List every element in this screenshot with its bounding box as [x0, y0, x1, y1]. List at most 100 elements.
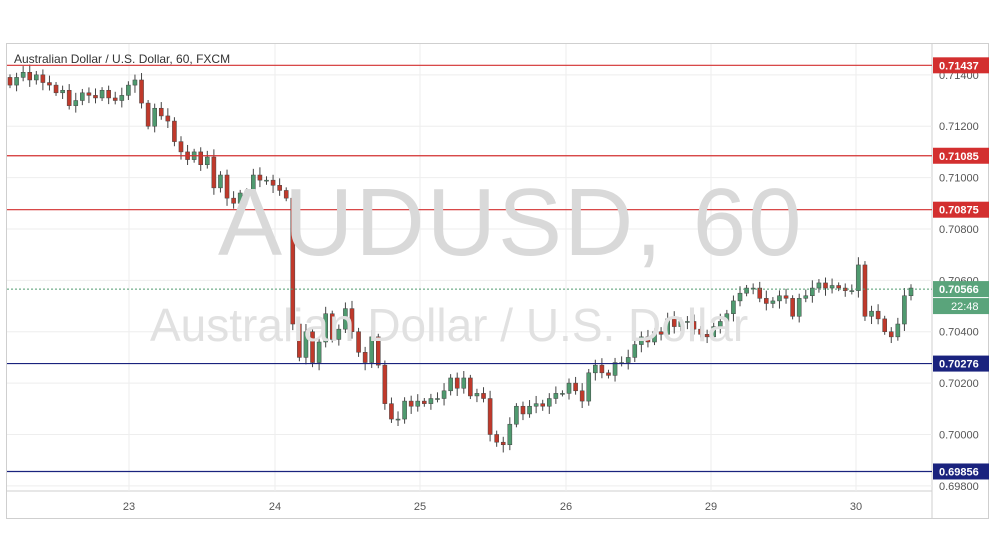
candle-body[interactable]	[376, 336, 381, 366]
candle-body[interactable]	[145, 102, 151, 127]
candle-body[interactable]	[132, 79, 138, 86]
candle-body[interactable]	[869, 310, 874, 317]
candle-body[interactable]	[316, 341, 322, 363]
candle-body[interactable]	[27, 72, 33, 81]
candle-body[interactable]	[856, 264, 861, 291]
candle-body[interactable]	[757, 287, 763, 299]
candle-body[interactable]	[468, 377, 473, 397]
candle-body[interactable]	[198, 151, 204, 165]
candle-body[interactable]	[106, 89, 111, 99]
candle-body[interactable]	[586, 372, 592, 402]
candle-body[interactable]	[20, 72, 26, 78]
candle-body[interactable]	[724, 313, 730, 322]
candle-body[interactable]	[829, 285, 835, 289]
candle-body[interactable]	[73, 100, 79, 106]
candle-body[interactable]	[277, 185, 282, 191]
candle-body[interactable]	[658, 331, 664, 335]
candle-body[interactable]	[264, 179, 269, 182]
candle-body[interactable]	[816, 282, 822, 289]
candle-body[interactable]	[717, 321, 723, 327]
candle-body[interactable]	[652, 331, 657, 343]
candle-body[interactable]	[441, 390, 447, 399]
candle-body[interactable]	[731, 300, 736, 314]
candle-body[interactable]	[665, 318, 670, 335]
candle-body[interactable]	[507, 423, 513, 446]
candle-body[interactable]	[66, 89, 72, 106]
candle-body[interactable]	[112, 97, 118, 101]
candle-body[interactable]	[862, 264, 868, 317]
candle-body[interactable]	[205, 156, 210, 165]
candle-body[interactable]	[336, 328, 342, 340]
candle-body[interactable]	[625, 357, 631, 363]
candle-body[interactable]	[211, 156, 217, 189]
candle-body[interactable]	[704, 334, 710, 338]
candle-body[interactable]	[606, 372, 611, 376]
candle-body[interactable]	[310, 331, 315, 363]
candle-body[interactable]	[362, 352, 368, 363]
candle-body[interactable]	[599, 364, 605, 374]
candle-body[interactable]	[520, 405, 526, 415]
chart-title[interactable]: Australian Dollar / U.S. Dollar, 60, FXC…	[14, 52, 231, 66]
candle-body[interactable]	[86, 92, 92, 96]
candle-body[interactable]	[422, 400, 427, 404]
candle-body[interactable]	[99, 89, 105, 99]
candle-body[interactable]	[803, 295, 809, 299]
candle-body[interactable]	[7, 77, 13, 86]
candle-body[interactable]	[612, 362, 618, 376]
candle-body[interactable]	[500, 441, 506, 446]
candle-body[interactable]	[810, 287, 815, 297]
candle-body[interactable]	[428, 398, 434, 404]
candle-body[interactable]	[895, 323, 901, 338]
candle-body[interactable]	[126, 84, 131, 96]
candle-body[interactable]	[573, 382, 578, 392]
candle-body[interactable]	[632, 344, 638, 358]
candle-body[interactable]	[290, 197, 296, 325]
candle-body[interactable]	[323, 313, 328, 343]
candle-body[interactable]	[514, 405, 519, 425]
candle-body[interactable]	[53, 84, 59, 94]
candle-body[interactable]	[546, 398, 552, 407]
candle-body[interactable]	[902, 295, 907, 325]
candle-body[interactable]	[34, 74, 39, 81]
candle-body[interactable]	[257, 174, 263, 181]
candle-body[interactable]	[796, 298, 802, 317]
candle-body[interactable]	[671, 318, 677, 327]
candle-body[interactable]	[875, 310, 881, 320]
candle-body[interactable]	[14, 77, 19, 86]
candle-body[interactable]	[178, 141, 184, 153]
candle-body[interactable]	[836, 285, 841, 289]
candle-body[interactable]	[540, 403, 545, 407]
candle-body[interactable]	[711, 326, 716, 338]
candle-body[interactable]	[777, 295, 782, 302]
candle-body[interactable]	[553, 393, 559, 399]
candle-body[interactable]	[343, 308, 348, 330]
candle-body[interactable]	[244, 192, 250, 199]
candle-body[interactable]	[152, 107, 157, 127]
candle-body[interactable]	[737, 292, 743, 302]
candle-body[interactable]	[790, 298, 795, 317]
candle-body[interactable]	[770, 300, 776, 304]
candle-body[interactable]	[435, 398, 440, 400]
candle-body[interactable]	[678, 321, 684, 327]
candle-body[interactable]	[395, 418, 401, 421]
candle-body[interactable]	[533, 403, 539, 407]
candle-body[interactable]	[231, 197, 236, 204]
candle-body[interactable]	[40, 74, 46, 83]
candle-body[interactable]	[139, 79, 144, 104]
candle-body[interactable]	[158, 107, 164, 117]
candle-body[interactable]	[645, 336, 651, 343]
candle-body[interactable]	[783, 295, 789, 299]
candle-body[interactable]	[47, 82, 52, 86]
candle-body[interactable]	[80, 92, 85, 101]
candle-body[interactable]	[251, 174, 256, 199]
candle-body[interactable]	[356, 331, 361, 353]
candle-body[interactable]	[415, 400, 421, 407]
candle-body[interactable]	[764, 298, 769, 304]
candle-body[interactable]	[237, 192, 243, 204]
candle-body[interactable]	[461, 377, 467, 389]
candle-body[interactable]	[474, 393, 480, 397]
candle-body[interactable]	[329, 313, 335, 340]
candle-body[interactable]	[744, 287, 749, 294]
candle-body[interactable]	[750, 287, 756, 290]
